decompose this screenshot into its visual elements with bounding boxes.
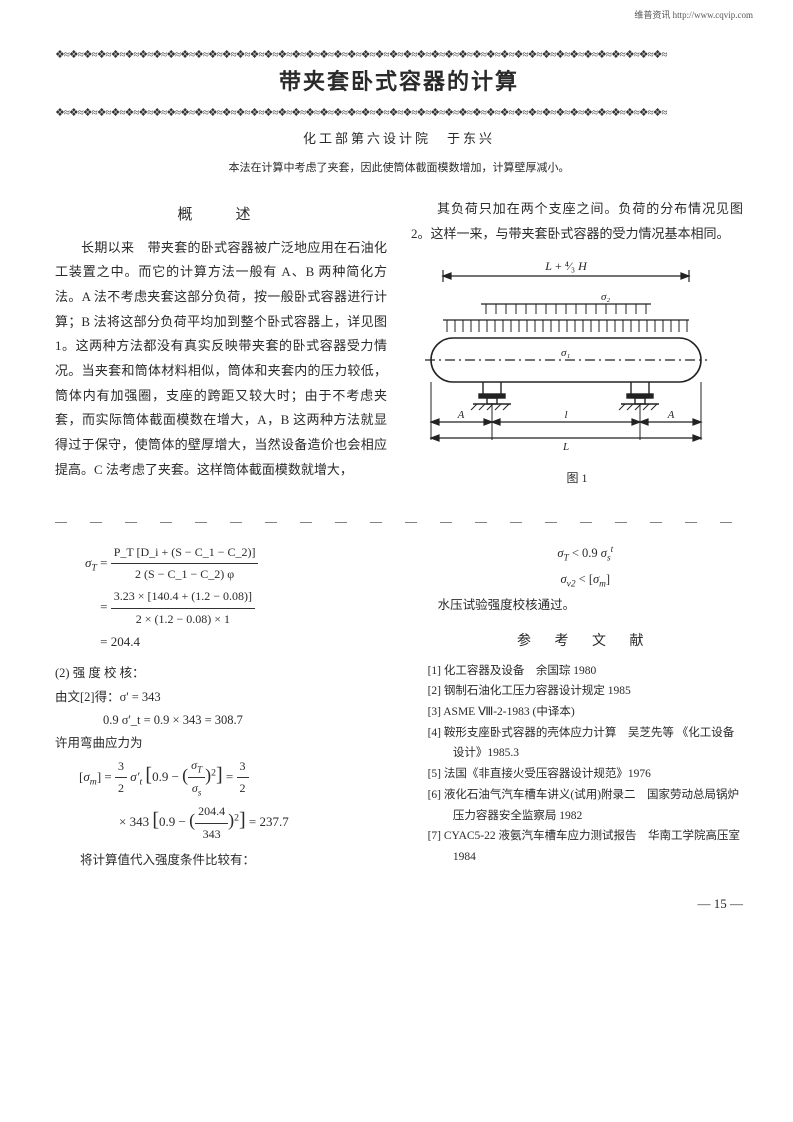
page-number: — 15 — (55, 896, 743, 912)
right-intro-paragraph: 其负荷只加在两个支座之间。负荷的分布情况见图 2。这样一来，与带夹套卧式容器的受… (411, 197, 743, 246)
svg-text:σ₁: σ₁ (561, 347, 570, 359)
lower-left-column: σT = P_T [D_i + (S − C_1 − C_2)] 2 (S − … (55, 542, 404, 872)
eq1-den2: 2 × (1.2 − 0.08) × 1 (111, 609, 255, 631)
figure-1-diagram: L + ⁴⁄₃ H σ₂ (411, 254, 743, 463)
svg-text:L + ⁴⁄₃ H: L + ⁴⁄₃ H (544, 259, 588, 273)
step2-label: (2) 强 度 校 核： (55, 662, 404, 685)
eq1-num1: P_T [D_i + (S − C_1 − C_2)] (111, 542, 259, 565)
ref-item: [4] 鞍形支座卧式容器的壳体应力计算 吴芝先等 《化工设备设计》1985.3 (428, 723, 743, 764)
wavy-separator: — — — — — — — — — — — — — — — — — — — — … (55, 514, 743, 524)
right-column: 其负荷只加在两个支座之间。负荷的分布情况见图 2。这样一来，与带夹套卧式容器的受… (411, 197, 743, 490)
references-heading: 参 考 文 献 (428, 629, 743, 655)
step2-line4: 将计算值代入强度条件比较有： (55, 849, 404, 872)
references-list: [1] 化工容器及设备 余国琮 1980 [2] 钢制石油化工压力容器设计规定 … (428, 661, 743, 868)
lower-columns: σT = P_T [D_i + (S − C_1 − C_2)] 2 (S − … (55, 542, 743, 872)
section-heading-overview: 概 述 (55, 201, 387, 230)
svg-text:L: L (562, 441, 569, 453)
ornament-top: ❖≈❖≈❖≈❖≈❖≈❖≈❖≈❖≈❖≈❖≈❖≈❖≈❖≈❖≈❖≈❖≈❖≈❖≈❖≈❖≈… (55, 48, 743, 60)
svg-text:l: l (564, 409, 567, 421)
cond-eq-2: σv2 < [σm] (428, 568, 743, 594)
page-container: ❖≈❖≈❖≈❖≈❖≈❖≈❖≈❖≈❖≈❖≈❖≈❖≈❖≈❖≈❖≈❖≈❖≈❖≈❖≈❖≈… (0, 0, 793, 932)
eq1-result: = 204.4 (100, 634, 140, 649)
svg-text:σ₂: σ₂ (601, 291, 610, 303)
source-watermark: 维普资讯 http://www.cqvip.com (634, 8, 753, 21)
conclusion-text: 水压试验强度校核通过。 (438, 594, 743, 617)
eq1-den1: 2 (S − C_1 − C_2) φ (111, 564, 259, 586)
ref-item: [5] 法国《非直接火受压容器设计规范》1976 (428, 764, 743, 785)
ornament-bottom: ❖≈❖≈❖≈❖≈❖≈❖≈❖≈❖≈❖≈❖≈❖≈❖≈❖≈❖≈❖≈❖≈❖≈❖≈❖≈❖≈… (55, 106, 743, 118)
equation-sigma-t: σT = P_T [D_i + (S − C_1 − C_2)] 2 (S − … (85, 542, 404, 657)
ref-item: [3] ASME Ⅷ-2-1983 (中译本) (428, 702, 743, 723)
svg-text:A: A (457, 409, 465, 421)
lower-right-column: σT < 0.9 σst σv2 < [σm] 水压试验强度校核通过。 参 考 … (428, 542, 743, 872)
equation-sigma-m: [σm] = 32 σ't [0.9 − (σTσs)2] = 32 × 343… (79, 755, 404, 845)
author-line: 化工部第六设计院 于东兴 (55, 128, 743, 147)
upper-columns: 概 述 长期以来 带夹套的卧式容器被广泛地应用在石油化工装置之中。而它的计算方法… (55, 197, 743, 490)
cond-eq-1: σT < 0.9 σst (428, 542, 743, 568)
ref-item: [2] 钢制石油化工压力容器设计规定 1985 (428, 681, 743, 702)
paper-title: 带夹套卧式容器的计算 (55, 64, 743, 96)
step2-line2: 0.9 σ'_t = 0.9 × 343 = 308.7 (103, 709, 404, 732)
step2-line3: 许用弯曲应力为 (55, 732, 404, 755)
ref-item: [6] 液化石油气汽车槽车讲义(试用)附录二 国家劳动总局锅炉压力容器安全监察局… (428, 785, 743, 826)
eq1-num2: 3.23 × [140.4 + (1.2 − 0.08)] (111, 586, 255, 609)
eq1-lhs: σT = (85, 555, 111, 570)
ref-item: [7] CYAC5-22 液氨汽车槽车应力测试报告 华南工学院高压室 1984 (428, 826, 743, 867)
ref-item: [1] 化工容器及设备 余国琮 1980 (428, 661, 743, 682)
svg-text:A: A (667, 409, 675, 421)
left-column: 概 述 长期以来 带夹套的卧式容器被广泛地应用在石油化工装置之中。而它的计算方法… (55, 197, 387, 490)
abstract-text: 本法在计算中考虑了夹套，因此使筒体截面模数增加，计算壁厚减小。 (55, 159, 743, 175)
step2-line1: 由文[2]得：σ' = 343 (55, 686, 404, 709)
overview-paragraph: 长期以来 带夹套的卧式容器被广泛地应用在石油化工装置之中。而它的计算方法一般有 … (55, 236, 387, 483)
figure-1-label: 图 1 (411, 467, 743, 490)
